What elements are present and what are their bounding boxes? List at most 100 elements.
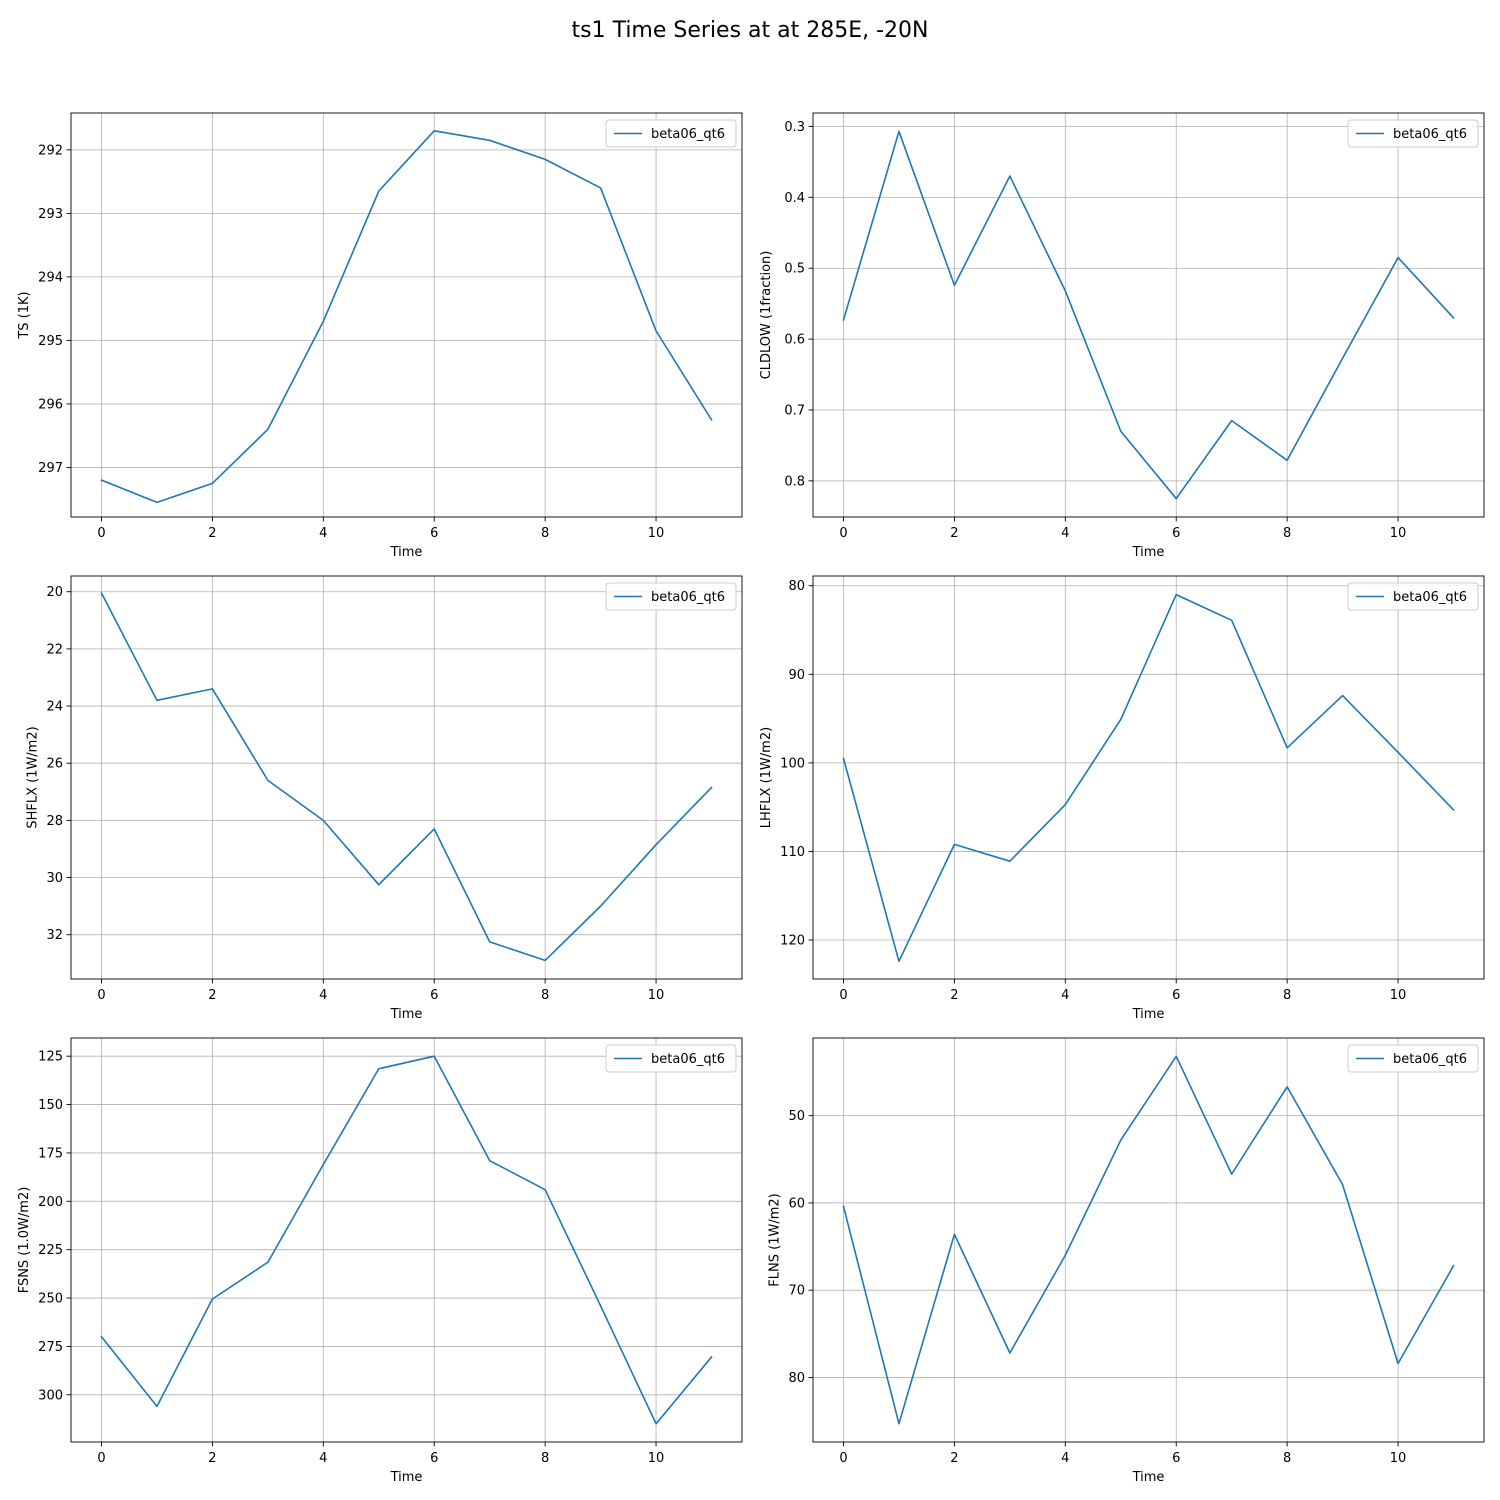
x-axis-label: Time xyxy=(1132,1470,1165,1485)
x-tick-label: 2 xyxy=(950,1451,958,1466)
legend-label: beta06_qt6 xyxy=(1393,127,1467,142)
y-tick-label: 28 xyxy=(46,814,63,829)
plot-area xyxy=(71,113,742,517)
legend-box xyxy=(605,582,737,611)
y-tick-label: 30 xyxy=(46,871,63,886)
y-tick-label: 300 xyxy=(38,1388,63,1403)
x-tick-label: 4 xyxy=(319,1451,327,1466)
y-tick-label: 225 xyxy=(38,1243,63,1258)
y-axis-label: CLDLOW (1fraction) xyxy=(759,251,774,380)
y-tick-label: 0.3 xyxy=(784,120,805,135)
y-tick-label: 26 xyxy=(46,757,63,772)
y-tick-label: 50 xyxy=(788,1109,805,1124)
legend: beta06_qt6 xyxy=(605,119,737,148)
x-axis-label: Time xyxy=(390,545,423,560)
axes-frame xyxy=(812,1037,1485,1443)
x-tick-label: 4 xyxy=(1061,1451,1069,1466)
y-tick-label: 294 xyxy=(38,270,63,285)
plot-area xyxy=(813,113,1484,517)
axes-frame xyxy=(70,112,743,518)
subplot-2: 0 2 4 6 8 10 0.3 0.4 0.5 0.6 0.7 0.8 Time CLDLOW (1fr… xyxy=(759,112,1485,560)
series-line-1 xyxy=(842,593,1455,963)
y-tick-label: 60 xyxy=(788,1196,805,1211)
legend: beta06_qt6 xyxy=(1347,119,1479,148)
legend-label: beta06_qt6 xyxy=(1393,590,1467,605)
y-tick-label: 22 xyxy=(46,642,63,657)
x-tick-label: 10 xyxy=(648,1451,665,1466)
x-tick-label: 8 xyxy=(1283,526,1291,541)
x-tick-label: 8 xyxy=(1283,988,1291,1003)
x-tick-label: 4 xyxy=(1061,988,1069,1003)
x-tick-label: 8 xyxy=(541,1451,549,1466)
y-tick-label: 150 xyxy=(38,1098,63,1113)
y-tick-label: 200 xyxy=(38,1195,63,1210)
x-tick-label: 6 xyxy=(430,526,438,541)
y-tick-label: 90 xyxy=(788,668,805,683)
y-tick-label: 32 xyxy=(46,928,63,943)
legend-box xyxy=(1347,119,1479,148)
subplot-5: 0 2 4 6 8 10 125 150 175 200 225 250 275 300 Time FSNS … xyxy=(17,1037,743,1485)
x-tick-label: 8 xyxy=(541,526,549,541)
x-tick-label: 0 xyxy=(839,526,847,541)
x-tick-label: 2 xyxy=(208,526,216,541)
legend: beta06_qt6 xyxy=(605,582,737,611)
series-line-1 xyxy=(842,130,1455,500)
series-line-1 xyxy=(842,1055,1455,1425)
plot-area xyxy=(71,1038,742,1442)
legend-label: beta06_qt6 xyxy=(1393,1052,1467,1067)
x-tick-label: 2 xyxy=(208,1451,216,1466)
y-tick-label: 70 xyxy=(788,1284,805,1299)
legend-label: beta06_qt6 xyxy=(651,127,725,142)
y-tick-label: 100 xyxy=(780,756,805,771)
y-tick-label: 293 xyxy=(38,207,63,222)
y-tick-label: 0.7 xyxy=(784,403,805,418)
x-tick-label: 2 xyxy=(950,526,958,541)
y-axis-label: SHFLX (1W/m2) xyxy=(25,726,40,828)
y-tick-label: 175 xyxy=(38,1146,63,1161)
legend: beta06_qt6 xyxy=(1347,582,1479,611)
x-axis-label: Time xyxy=(1132,545,1165,560)
y-tick-label: 80 xyxy=(788,579,805,594)
y-axis-label: FSNS (1.0W/m2) xyxy=(17,1187,32,1294)
y-tick-label: 0.6 xyxy=(784,333,805,348)
legend-box xyxy=(605,119,737,148)
x-tick-label: 8 xyxy=(1283,1451,1291,1466)
legend: beta06_qt6 xyxy=(605,1044,737,1073)
x-tick-label: 10 xyxy=(648,526,665,541)
plot-area xyxy=(813,1038,1484,1442)
x-tick-label: 6 xyxy=(430,1451,438,1466)
subplot-6: 0 2 4 6 8 10 50 60 70 80 Time FLNS (1W/m2) beta06_qt… xyxy=(767,1037,1485,1485)
y-tick-label: 24 xyxy=(46,700,63,715)
x-tick-label: 10 xyxy=(1390,1451,1407,1466)
y-tick-label: 297 xyxy=(38,461,63,476)
y-tick-label: 295 xyxy=(38,334,63,349)
x-tick-label: 6 xyxy=(1172,526,1180,541)
x-tick-label: 10 xyxy=(1390,988,1407,1003)
x-tick-label: 4 xyxy=(319,988,327,1003)
x-tick-label: 0 xyxy=(97,526,105,541)
x-tick-label: 4 xyxy=(1061,526,1069,541)
y-tick-label: 292 xyxy=(38,143,63,158)
y-tick-label: 296 xyxy=(38,397,63,412)
x-tick-label: 0 xyxy=(839,1451,847,1466)
legend-label: beta06_qt6 xyxy=(651,590,725,605)
x-tick-label: 6 xyxy=(1172,988,1180,1003)
plot-area xyxy=(71,576,742,979)
x-tick-label: 6 xyxy=(430,988,438,1003)
figure-title: ts1 Time Series at at 285E, -20N xyxy=(571,18,928,43)
x-tick-label: 10 xyxy=(648,988,665,1003)
y-tick-label: 250 xyxy=(38,1292,63,1307)
axes-frame xyxy=(812,112,1485,518)
y-tick-label: 125 xyxy=(38,1050,63,1065)
x-axis-label: Time xyxy=(390,1007,423,1022)
legend-box xyxy=(605,1044,737,1073)
legend: beta06_qt6 xyxy=(1347,1044,1479,1073)
subplot-4: 0 2 4 6 8 10 80 90 100 110 120 Time LHFLX (1W/m2) bet… xyxy=(759,575,1485,1022)
x-tick-label: 2 xyxy=(950,988,958,1003)
series-line-1 xyxy=(100,592,713,962)
y-tick-label: 20 xyxy=(46,585,63,600)
y-tick-label: 0.4 xyxy=(784,191,805,206)
